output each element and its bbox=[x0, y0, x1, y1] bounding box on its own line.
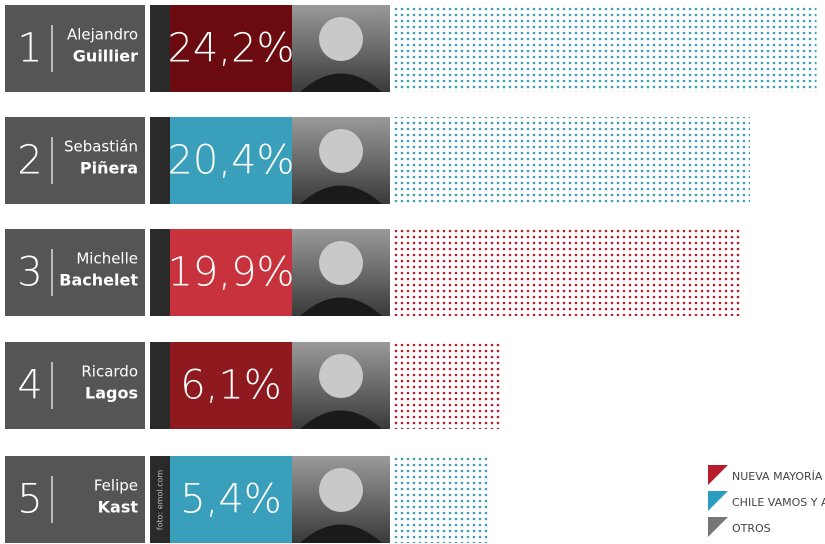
last-name: Lagos bbox=[85, 384, 138, 403]
first-name: Felipe bbox=[94, 477, 138, 495]
photo-credit: foto: emol.com bbox=[156, 470, 165, 531]
rank-box bbox=[5, 342, 145, 429]
value-label: 20,4% bbox=[167, 138, 294, 184]
last-name: Kast bbox=[98, 498, 139, 517]
rank-box bbox=[5, 5, 145, 92]
photo-body bbox=[300, 185, 382, 204]
last-name: Bachelet bbox=[59, 271, 138, 290]
photo-body bbox=[300, 524, 382, 543]
photo-body bbox=[300, 297, 382, 316]
last-name: Piñera bbox=[80, 159, 138, 178]
legend-label: CHILE VAMOS Y AF bbox=[732, 496, 825, 509]
legend-label: NUEVA MAYORÍA Y bbox=[732, 470, 825, 483]
value-label: 24,2% bbox=[167, 26, 294, 72]
first-name: Alejandro bbox=[67, 26, 138, 44]
value-label: 6,1% bbox=[180, 363, 282, 409]
value-label: 19,9% bbox=[167, 250, 294, 296]
pct-box bbox=[170, 117, 292, 204]
rank: 1 bbox=[17, 26, 42, 72]
rank: 4 bbox=[17, 363, 42, 409]
legend-swatch bbox=[708, 491, 728, 511]
bar bbox=[393, 5, 817, 92]
photo-head bbox=[319, 241, 363, 285]
first-name: Ricardo bbox=[81, 363, 138, 381]
rank: 5 bbox=[17, 477, 42, 523]
rank-box bbox=[5, 117, 145, 204]
pct-box bbox=[170, 456, 292, 543]
photo-head bbox=[319, 468, 363, 512]
value-label: 5,4% bbox=[180, 477, 282, 523]
photo-head bbox=[319, 354, 363, 398]
photo-head bbox=[319, 129, 363, 173]
pct-box bbox=[170, 229, 292, 316]
bar bbox=[393, 456, 488, 543]
bar bbox=[393, 229, 742, 316]
legend-swatch bbox=[708, 465, 728, 485]
rank: 3 bbox=[17, 250, 42, 296]
rank-box bbox=[5, 456, 145, 543]
pct-box bbox=[170, 342, 292, 429]
bar bbox=[393, 117, 750, 204]
legend-label: OTROS bbox=[732, 522, 771, 535]
rank-box bbox=[5, 229, 145, 316]
photo-body bbox=[300, 73, 382, 92]
first-name: Sebastián bbox=[64, 138, 138, 156]
rank: 2 bbox=[17, 138, 42, 184]
photo-head bbox=[319, 17, 363, 61]
first-name: Michelle bbox=[76, 250, 138, 268]
pct-box bbox=[170, 5, 292, 92]
legend-swatch bbox=[708, 517, 728, 537]
photo-body bbox=[300, 410, 382, 429]
last-name: Guillier bbox=[73, 47, 138, 66]
bar bbox=[393, 342, 500, 429]
